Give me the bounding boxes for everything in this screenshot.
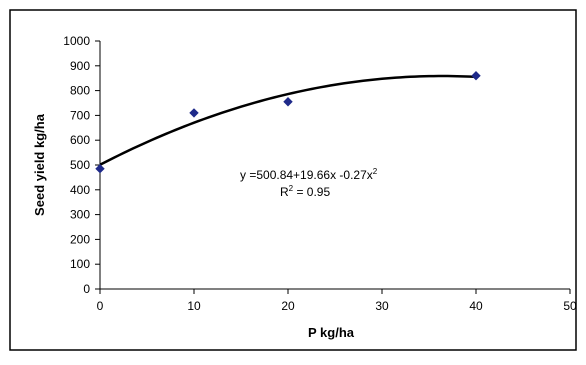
x-tick-label: 20 <box>281 299 295 313</box>
x-tick-labels: 0 10 20 30 40 50 <box>97 299 577 313</box>
data-point <box>283 97 293 107</box>
data-point <box>189 108 199 118</box>
r2-suffix: = 0.95 <box>293 185 330 199</box>
x-axis-title: P kg/ha <box>308 325 355 340</box>
data-points <box>95 71 481 174</box>
r2-exponent: 2 <box>289 184 294 193</box>
y-tick-label: 1000 <box>63 34 90 48</box>
y-tick-label: 800 <box>70 84 90 98</box>
y-tick-label: 300 <box>70 208 90 222</box>
r2-prefix: R <box>280 185 289 199</box>
equation-exponent: 2 <box>373 167 378 176</box>
r-squared-label: R2 = 0.95 <box>280 184 330 199</box>
trendline <box>99 74 477 166</box>
chart-area-border <box>9 9 577 351</box>
y-tick-label: 600 <box>70 133 90 147</box>
data-point <box>95 164 105 174</box>
trendline-equation: y =500.84+19.66x -0.27x2 <box>240 167 378 182</box>
y-tick-label: 500 <box>70 158 90 172</box>
x-tick-label: 10 <box>187 299 201 313</box>
equation-prefix: y =500.84+19.66x -0.27x <box>240 168 373 182</box>
x-tick-label: 30 <box>375 299 389 313</box>
y-tick-label: 400 <box>70 183 90 197</box>
y-tick-label: 0 <box>83 282 90 296</box>
x-tick-label: 40 <box>469 299 483 313</box>
y-tick-labels: 0 100 200 300 400 500 600 700 800 900 1000 <box>63 34 90 296</box>
x-tick-label: 50 <box>563 299 577 313</box>
y-tick-label: 900 <box>70 59 90 73</box>
y-tick-label: 200 <box>70 232 90 246</box>
y-tick-label: 100 <box>70 257 90 271</box>
y-axis-title: Seed yield kg/ha <box>32 113 47 216</box>
data-point <box>471 71 481 81</box>
axes <box>95 40 571 294</box>
x-tick-label: 0 <box>97 299 104 313</box>
y-tick-label: 700 <box>70 108 90 122</box>
